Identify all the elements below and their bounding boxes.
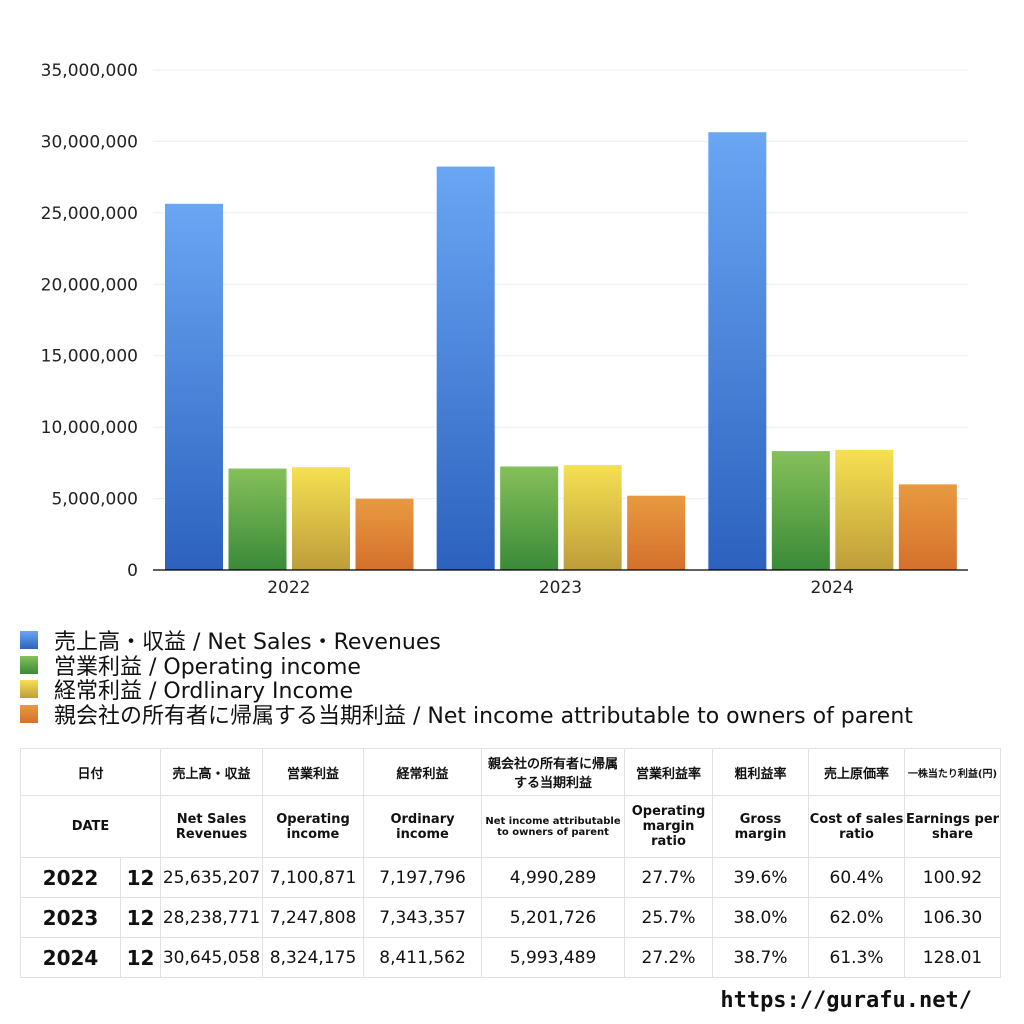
table-cell: 38.7% (712, 937, 810, 978)
table-cell: 5,201,726 (481, 897, 626, 938)
y-tick-label: 0 (127, 561, 138, 581)
table-cell: 7,247,808 (262, 897, 365, 938)
legend-swatch (20, 631, 38, 650)
bar-2023-series-3 (627, 495, 686, 570)
legend-label: 経常利益 / Ordlinary Income (54, 679, 353, 705)
header-en: Operating margin ratio (624, 795, 714, 858)
table-cell: 12 (119, 857, 162, 898)
bar-2023-series-0 (436, 166, 495, 570)
table-cell: 12 (119, 937, 162, 978)
header-jp: 粗利益率 (712, 748, 810, 796)
legend-label: 営業利益 / Operating income (54, 654, 361, 680)
header-en: Gross margin (712, 795, 810, 858)
bar-chart: 0 5,000,000 10,000,000 15,000,000 20,000,000… (41, 61, 968, 598)
table-cell: 61.3% (808, 937, 906, 978)
financial-table: 日付 売上高・収益 営業利益 経常利益 親会社の所有者に帰属する当期利益 営業利益率 粗利益… (19, 748, 1002, 978)
legend-label: 売上高・収益 / Net Sales・Revenues (54, 630, 441, 656)
bar-2023-series-1 (500, 466, 559, 570)
legend-swatch (20, 680, 38, 699)
bar-2024-series-2 (835, 449, 894, 570)
table-cell: 25,635,207 (160, 857, 264, 898)
legend-label: 親会社の所有者に帰属する当期利益 / Net income attributab… (54, 703, 913, 729)
y-tick-label: 5,000,000 (51, 490, 138, 510)
bar-2022-series-0 (165, 203, 223, 570)
table-cell: 2022 (20, 857, 121, 898)
bar-2022-series-1 (228, 468, 287, 570)
header-en: Operating income (262, 795, 365, 858)
bar-2022-series-2 (292, 467, 350, 570)
header-jp: 日付 (19, 748, 162, 796)
header-en: DATE (19, 795, 162, 858)
header-en: Cost of sales ratio (808, 795, 906, 858)
header-jp: 経常利益 (363, 748, 483, 796)
table-row: 2023 12 28,238,771 7,247,808 7,343,357 5,201,… (20, 897, 1002, 938)
table-cell: 4,990,289 (481, 857, 626, 898)
table-cell: 128.01 (904, 937, 1002, 978)
table-cell: 62.0% (808, 897, 906, 938)
legend-item: 営業利益 / Operating income (20, 653, 913, 680)
table-cell: 7,100,871 (262, 857, 365, 898)
header-jp: 売上原価率 (808, 748, 906, 796)
y-tick-label: 30,000,000 (41, 132, 138, 152)
table-cell: 8,324,175 (262, 937, 365, 978)
table-cell: 5,993,489 (481, 937, 626, 978)
site-url[interactable]: https://gurafu.net/ (720, 988, 972, 1013)
header-jp: 営業利益率 (624, 748, 714, 796)
table-cell: 39.6% (712, 857, 810, 898)
table-cell: 30,645,058 (160, 937, 264, 978)
header-en: Earnings per share (904, 795, 1002, 858)
table-row: 2024 12 30,645,058 8,324,175 8,411,562 5,993,… (20, 937, 1002, 978)
header-jp: 営業利益 (262, 748, 365, 796)
table-cell: 106.30 (904, 897, 1002, 938)
legend-item: 売上高・収益 / Net Sales・Revenues (20, 628, 913, 655)
table-cell: 28,238,771 (160, 897, 264, 938)
x-tick-label: 2024 (811, 578, 854, 598)
y-tick-label: 10,000,000 (41, 418, 138, 438)
bar-2024-series-3 (898, 484, 957, 570)
table-cell: 38.0% (712, 897, 810, 938)
legend-swatch (20, 655, 38, 674)
header-en: Ordinary income (363, 795, 483, 858)
legend-swatch (20, 704, 38, 723)
table-cell: 25.7% (624, 897, 714, 938)
chart-legend: 売上高・収益 / Net Sales・Revenues 営業利益 / Operat… (20, 628, 913, 729)
table-cell: 2024 (20, 937, 121, 978)
legend-item: 経常利益 / Ordlinary Income (20, 677, 913, 704)
table-row: 2022 12 25,635,207 7,100,871 7,197,796 4,990,… (20, 857, 1002, 898)
table-cell: 8,411,562 (363, 937, 483, 978)
header-jp: 親会社の所有者に帰属する当期利益 (481, 748, 626, 796)
bar-2024-series-1 (771, 451, 830, 570)
header-jp: 一株当たり利益(円) (904, 748, 1002, 796)
header-en: Net income attributable to owners of par… (481, 795, 626, 858)
x-tick-label: 2023 (539, 578, 582, 598)
bar-2024-series-0 (708, 132, 767, 571)
y-tick-label: 25,000,000 (41, 204, 138, 224)
table-cell: 100.92 (904, 857, 1002, 898)
y-tick-label: 15,000,000 (41, 347, 138, 367)
y-tick-label: 35,000,000 (41, 61, 138, 81)
y-tick-label: 20,000,000 (41, 275, 138, 295)
table-cell: 7,197,796 (363, 857, 483, 898)
header-en: Net Sales Revenues (160, 795, 264, 858)
bar-2023-series-2 (563, 465, 622, 570)
table-cell: 27.7% (624, 857, 714, 898)
table-cell: 7,343,357 (363, 897, 483, 938)
table-cell: 27.2% (624, 937, 714, 978)
table-cell: 60.4% (808, 857, 906, 898)
table-cell: 12 (119, 897, 162, 938)
table-cell: 2023 (20, 897, 121, 938)
bar-2022-series-3 (355, 498, 414, 570)
header-jp: 売上高・収益 (160, 748, 264, 796)
legend-item: 親会社の所有者に帰属する当期利益 / Net income attributab… (20, 702, 913, 729)
x-tick-label: 2022 (267, 578, 310, 598)
